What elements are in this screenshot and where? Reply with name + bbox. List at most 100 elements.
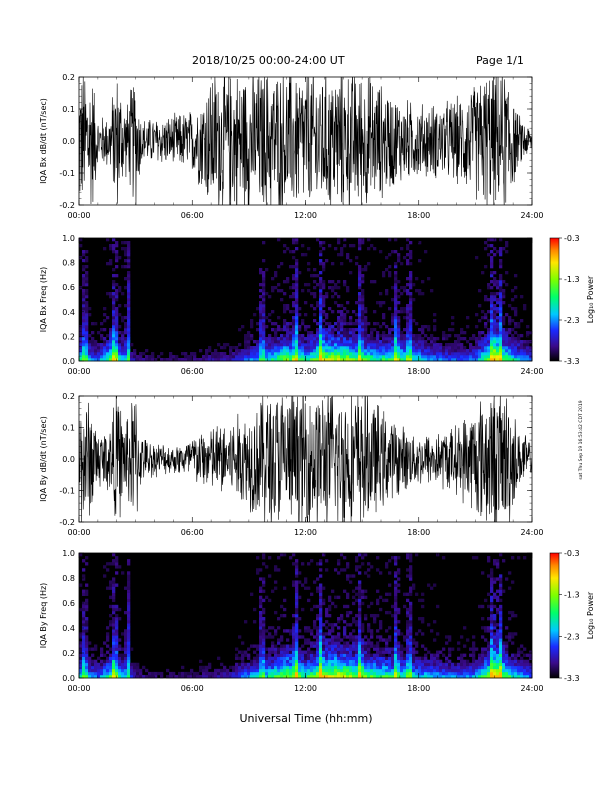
- spectrogram-cell: [421, 668, 425, 673]
- spectrogram-cell: [499, 620, 503, 624]
- spectrogram-cell: [127, 674, 131, 679]
- spectrogram-cell: [262, 325, 266, 329]
- spectrogram-cell: [514, 349, 518, 353]
- spectrogram-cell: [403, 334, 407, 338]
- spectrogram-cell: [349, 668, 353, 673]
- spectrogram-cell: [331, 641, 335, 645]
- spectrogram-cell: [118, 638, 122, 642]
- spectrogram-cell: [484, 671, 488, 676]
- spectrogram-cell: [112, 310, 116, 314]
- spectrogram-cell: [292, 668, 296, 673]
- spectrogram-cell: [502, 331, 506, 335]
- spectrogram-cell: [403, 358, 407, 362]
- spectrogram-cell: [313, 355, 317, 359]
- spectrogram-cell: [310, 334, 314, 338]
- spectrogram-cell: [346, 592, 350, 596]
- spectrogram-cell: [385, 638, 389, 642]
- spectrogram-cell: [505, 656, 509, 661]
- spectrogram-cell: [262, 349, 266, 353]
- spectrogram-cell: [361, 352, 365, 356]
- spectrogram-cell: [379, 665, 383, 670]
- spectrogram-cell: [460, 662, 464, 667]
- spectrogram-cell: [115, 638, 119, 642]
- spectrogram-cell: [499, 638, 503, 642]
- spectrogram-cell: [325, 331, 329, 335]
- spectrogram-cell: [331, 358, 335, 362]
- spectrogram-cell: [391, 604, 395, 609]
- spectrogram-cell: [358, 280, 362, 284]
- spectrogram-cell: [406, 568, 410, 572]
- spectrogram-cell: [496, 644, 500, 648]
- spectrogram-cell: [322, 665, 326, 670]
- spectrogram-cell: [292, 562, 296, 566]
- spectrogram-cell: [484, 358, 488, 362]
- spectrogram-cell: [394, 653, 398, 657]
- spectrogram-cell: [301, 674, 305, 679]
- spectrogram-cell: [274, 629, 278, 633]
- spectrogram-cell: [298, 662, 302, 667]
- spectrogram-cell: [103, 674, 107, 679]
- spectrogram-cell: [118, 286, 122, 290]
- spectrogram-cell: [433, 662, 437, 667]
- spectrogram-cell: [91, 653, 95, 657]
- spectrogram-cell: [514, 331, 518, 335]
- spectrogram-cell: [301, 319, 305, 323]
- spectrogram-cell: [307, 626, 311, 630]
- spectrogram-cell: [262, 292, 266, 296]
- spectrogram-cell: [268, 346, 272, 350]
- spectrogram-cell: [316, 589, 320, 593]
- spectrogram-cell: [523, 346, 527, 350]
- spectrogram-cell: [409, 592, 413, 596]
- spectrogram-cell: [529, 674, 533, 679]
- spectrogram-cell: [448, 659, 452, 664]
- spectrogram-cell: [397, 632, 401, 636]
- spectrogram-cell: [292, 241, 296, 245]
- spectrogram-cell: [370, 337, 374, 341]
- spectrogram-cell: [199, 358, 203, 362]
- spectrogram-cell: [247, 662, 251, 667]
- spectrogram-cell: [292, 553, 296, 557]
- spectrogram-cell: [106, 635, 110, 639]
- spectrogram-cell: [319, 244, 323, 248]
- spectrogram-cell: [262, 553, 266, 557]
- spectrogram-cell: [490, 589, 494, 593]
- spectrogram-cell: [307, 638, 311, 642]
- spectrogram-cell: [289, 328, 293, 332]
- spectrogram-cell: [106, 586, 110, 590]
- spectrogram-cell: [397, 343, 401, 347]
- spectrogram-cell: [124, 322, 128, 326]
- spectrogram-cell: [145, 358, 149, 362]
- spectrogram-cell: [334, 343, 338, 347]
- spectrogram-cell: [346, 668, 350, 673]
- spectrogram-cell: [391, 340, 395, 344]
- spectrogram-cell: [478, 346, 482, 350]
- spectrogram-cell: [109, 620, 113, 624]
- spectrogram-cell: [85, 259, 89, 263]
- spectrogram-cell: [277, 638, 281, 642]
- spectrogram-cell: [514, 671, 518, 676]
- spectrogram-cell: [109, 665, 113, 670]
- spectrogram-cell: [253, 668, 257, 673]
- spectrogram-cell: [82, 607, 86, 612]
- spectrogram-cell: [448, 334, 452, 338]
- spectrogram-cell: [250, 668, 254, 673]
- spectrogram-cell: [445, 349, 449, 353]
- spectrogram-cell: [511, 671, 515, 676]
- spectrogram-cell: [394, 571, 398, 575]
- spectrogram-cell: [283, 310, 287, 314]
- spectrogram-cell: [79, 674, 83, 679]
- spectrogram-cell: [82, 355, 86, 359]
- spectrogram-cell: [277, 671, 281, 676]
- spectrogram-cell: [439, 346, 443, 350]
- spectrogram-cell: [394, 574, 398, 578]
- spectrogram-cell: [364, 268, 368, 272]
- spectrogram-cell: [499, 656, 503, 661]
- spectrogram-cell: [499, 259, 503, 263]
- spectrogram-cell: [340, 346, 344, 350]
- spectrogram-cell: [124, 358, 128, 362]
- spectrogram-cell: [319, 241, 323, 245]
- spectrogram-cell: [151, 352, 155, 356]
- spectrogram-cell: [121, 632, 125, 636]
- spectrogram-cell: [124, 674, 128, 679]
- spectrogram-cell: [274, 653, 278, 657]
